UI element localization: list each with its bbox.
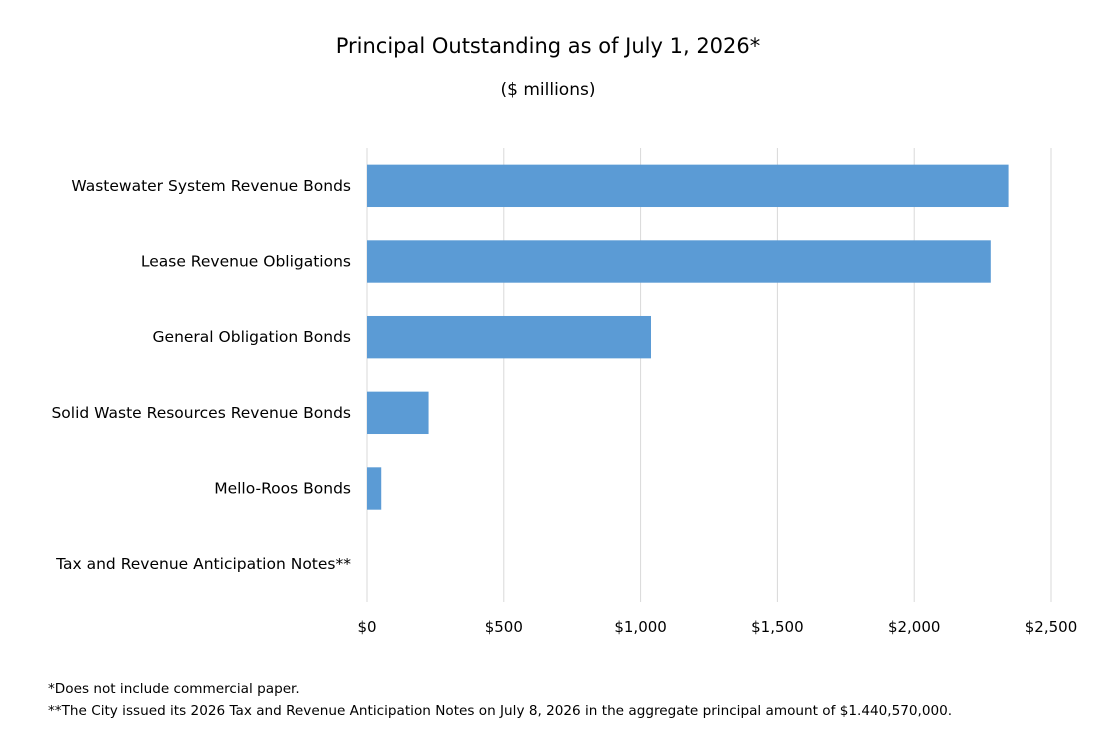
- bar: [367, 391, 429, 435]
- gridlines: [366, 148, 1052, 602]
- x-tick-label: $0: [357, 618, 376, 636]
- x-axis-tick-labels: $0 $500 $1,000 $1,500 $2,000 $2,500: [357, 618, 1077, 636]
- chart-subtitle: ($ millions): [501, 80, 596, 100]
- footnote-tran-issuance: **The City issued its 2026 Tax and Reven…: [48, 703, 953, 719]
- category-label: General Obligation Bonds: [153, 328, 351, 346]
- bars: [367, 164, 1009, 510]
- bar: [367, 240, 991, 283]
- category-label: Mello-Roos Bonds: [214, 480, 351, 498]
- bar: [367, 315, 651, 359]
- x-tick-label: $500: [485, 618, 523, 636]
- footnote-commercial-paper: *Does not include commercial paper.: [48, 681, 300, 697]
- x-tick-label: $1,000: [614, 618, 667, 636]
- bar: [367, 164, 1009, 208]
- x-tick-label: $1,500: [751, 618, 804, 636]
- category-labels: Wastewater System Revenue Bonds Lease Rev…: [51, 177, 351, 573]
- category-label: Lease Revenue Obligations: [141, 253, 351, 271]
- category-label: Wastewater System Revenue Bonds: [71, 177, 351, 195]
- category-label: Solid Waste Resources Revenue Bonds: [51, 404, 351, 422]
- x-tick-label: $2,000: [888, 618, 941, 636]
- chart-title: Principal Outstanding as of July 1, 2026…: [336, 34, 761, 58]
- category-label: Tax and Revenue Anticipation Notes**: [55, 555, 351, 573]
- x-tick-label: $2,500: [1025, 618, 1078, 636]
- bar: [367, 467, 382, 510]
